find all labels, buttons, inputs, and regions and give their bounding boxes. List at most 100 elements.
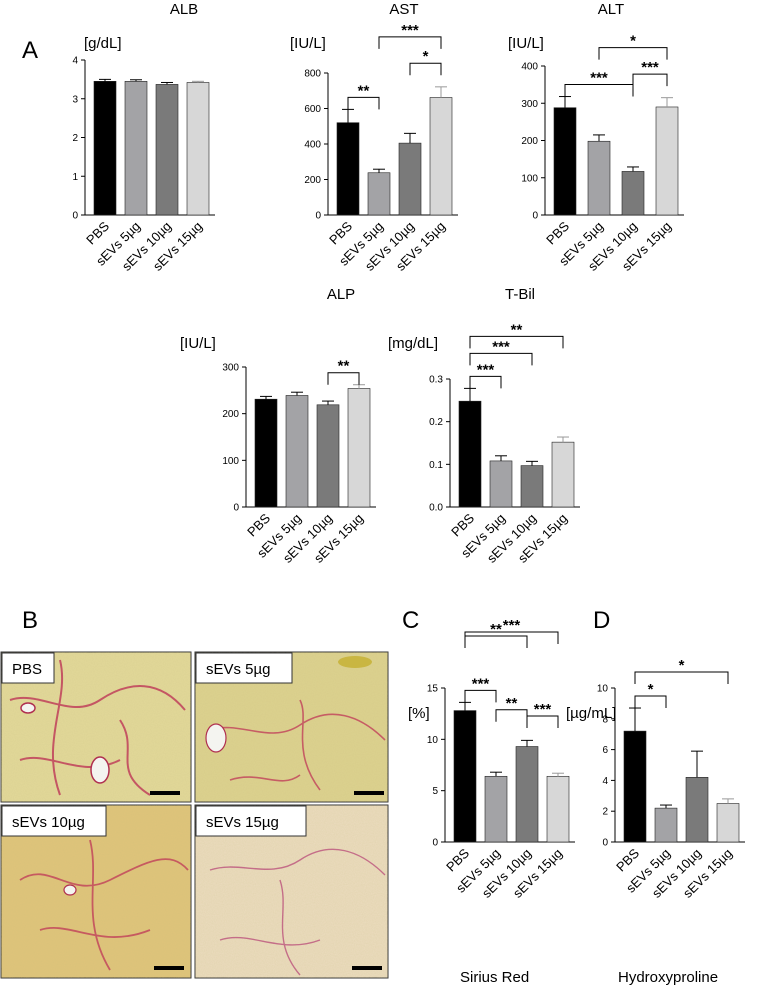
chart-title: AST	[389, 1, 418, 18]
significance-bracket	[564, 84, 634, 97]
y-tick-label: 2	[72, 133, 78, 144]
significance-marker: ***	[492, 338, 510, 355]
significance-marker: *	[423, 48, 429, 65]
micrograph-sevs-15ug-fibers	[209, 848, 386, 976]
y-tick-label: 400	[304, 140, 321, 151]
micrograph-pbs-label-box	[1, 652, 55, 684]
micrograph-sevs-10ug-label-box	[1, 805, 107, 837]
panel-label-b: B	[22, 607, 38, 634]
significance-marker: **	[490, 621, 502, 638]
bar-sevs-5-g	[367, 172, 391, 216]
significance-bracket	[409, 62, 442, 76]
bar-sevs-10-g	[621, 171, 645, 216]
y-tick-label: 100	[222, 456, 239, 467]
significance-marker: **	[338, 358, 350, 375]
significance-bracket	[598, 47, 668, 60]
significance-bracket	[347, 96, 380, 110]
bar-sevs-5-g	[654, 807, 678, 843]
panel-label-d: D	[593, 607, 610, 634]
micrograph-sevs-5ug-bile	[338, 656, 372, 668]
significance-marker: ***	[477, 361, 495, 378]
y-tick-label: 15	[427, 684, 439, 695]
micrograph-sevs-10ug-fibers	[19, 839, 189, 971]
y-axis-unit: [IU/L]	[290, 35, 326, 52]
bar-sevs-15-g	[429, 97, 453, 216]
significance-bracket	[632, 73, 668, 87]
micrograph-pbs-vessel	[90, 756, 110, 784]
y-tick-label: 200	[521, 136, 538, 147]
chart-caption: Sirius Red	[460, 969, 529, 986]
y-tick-label: 400	[521, 62, 538, 73]
y-tick-label: 0	[602, 838, 608, 849]
chart-title: ALB	[170, 1, 198, 18]
significance-marker: ***	[590, 70, 608, 87]
bar-pbs	[93, 81, 117, 216]
micrograph-sevs-5ug: sEVs 5µg	[194, 651, 389, 803]
y-tick-label: 100	[521, 173, 538, 184]
y-tick-label: 4	[72, 56, 78, 67]
bar-pbs	[336, 122, 360, 216]
significance-bracket	[526, 715, 559, 729]
y-tick-label: 4	[602, 776, 608, 787]
chart-title: ALT	[598, 1, 624, 18]
significance-bracket	[464, 689, 497, 703]
micrograph-sevs-15ug-scale-bar	[352, 966, 382, 970]
significance-marker: **	[506, 695, 518, 712]
significance-bracket	[469, 375, 502, 389]
significance-marker: ***	[401, 22, 419, 39]
bar-sevs-10-g	[316, 404, 340, 508]
significance-marker: ***	[472, 675, 490, 692]
micrograph-pbs-label: PBS	[12, 661, 42, 678]
significance-marker: *	[648, 681, 654, 698]
bar-pbs	[553, 107, 577, 216]
y-tick-label: 0.0	[429, 503, 443, 514]
significance-bracket	[464, 631, 559, 644]
bar-sevs-15-g	[347, 388, 371, 508]
micrograph-sevs-5ug-vessel	[205, 723, 227, 753]
bar-sevs-15-g	[716, 803, 740, 843]
y-tick-label: 2	[602, 807, 608, 818]
y-axis-unit: [%]	[408, 705, 430, 722]
y-tick-label: 5	[432, 786, 438, 797]
panel-label-c: C	[402, 607, 419, 634]
micrograph-grid: PBS sEVs 5µg sEVs 10µg sEV	[0, 651, 389, 979]
y-tick-label: 600	[304, 104, 321, 115]
micrograph-sevs-5ug-label-box	[195, 652, 293, 684]
panel-label-a: A	[22, 37, 38, 64]
significance-bracket	[634, 671, 729, 685]
bar-sevs-5-g	[489, 460, 513, 508]
y-tick-label: 1	[72, 172, 78, 183]
significance-bracket	[634, 695, 667, 709]
significance-marker: **	[358, 82, 370, 99]
y-tick-label: 300	[222, 363, 239, 374]
significance-marker: ***	[534, 701, 552, 718]
significance-bracket	[469, 335, 564, 349]
y-tick-label: 8	[602, 714, 608, 725]
bar-sevs-15-g	[655, 106, 679, 216]
y-tick-label: 0	[432, 838, 438, 849]
y-tick-label: 0.2	[429, 417, 443, 428]
micrograph-sevs-5ug-label: sEVs 5µg	[206, 661, 271, 678]
micrograph-sevs-10ug-vessel	[63, 884, 77, 896]
y-tick-label: 3	[72, 94, 78, 105]
significance-bracket	[469, 352, 533, 366]
bar-sevs-10-g	[520, 465, 544, 508]
y-tick-label: 800	[304, 69, 321, 80]
category-label: PBS	[543, 218, 572, 247]
micrograph-sevs-15ug: sEVs 15µg	[194, 804, 389, 979]
bar-sevs-10-g	[515, 746, 539, 843]
y-tick-label: 0	[315, 211, 321, 222]
y-tick-label: 200	[222, 409, 239, 420]
y-axis-unit: [µg/mL]	[566, 705, 616, 722]
y-tick-label: 0.3	[429, 375, 443, 386]
micrograph-sevs-15ug-label-box	[195, 805, 307, 837]
micrograph-sevs-10ug: sEVs 10µg	[0, 804, 192, 979]
micrograph-sevs-5ug-fibers	[209, 699, 386, 791]
significance-marker: ***	[641, 59, 659, 76]
